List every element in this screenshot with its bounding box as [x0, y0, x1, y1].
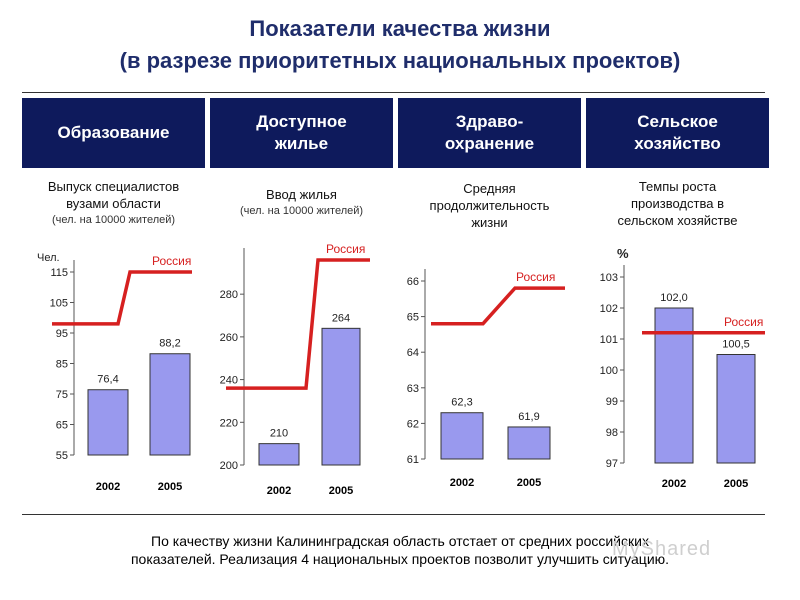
subtitle-healthcare-main: Средняя продолжительность жизни [429, 181, 550, 230]
chart-2-category-1: 2005 [517, 477, 541, 489]
chart-2-tick-label-4: 65 [407, 312, 419, 324]
chart-2-russia-line [431, 286, 565, 326]
chart-2-tick-label-5: 66 [407, 276, 419, 288]
chart-3-tick-label-2: 99 [606, 396, 618, 408]
chart-1-russia-label: Россия [326, 242, 365, 256]
chart-0-tick-label-0: 55 [56, 450, 68, 462]
top-divider [22, 92, 765, 93]
chart-1-russia-line [226, 258, 370, 390]
chart-2-bar-0 [440, 412, 484, 460]
chart-1-tick-label-1: 220 [220, 417, 238, 429]
chart-0-tick-label-2: 75 [56, 389, 68, 401]
chart-0-tick-label-1: 65 [56, 420, 68, 432]
chart-2-russia-label: Россия [516, 270, 555, 284]
chart-3-category-0: 2002 [662, 478, 686, 490]
chart-1-value-label-0: 210 [270, 428, 288, 440]
chart-0-russia-line [52, 270, 192, 326]
chart-3-y-label: % [617, 246, 629, 261]
chart-3-value-label-0: 102,0 [660, 292, 688, 304]
chart-3-tick-label-3: 100 [600, 365, 618, 377]
chart-0-category-0: 2002 [96, 481, 120, 493]
chart-3-tick-label-0: 97 [606, 458, 618, 470]
chart-0-bar-0 [87, 389, 129, 456]
chart-1-tick-label-0: 200 [220, 460, 238, 472]
footer-text: По качеству жизни Калининградская област… [130, 533, 670, 567]
watermark: MyShared [612, 538, 712, 560]
chart-3-russia-label: Россия [724, 315, 763, 329]
chart-0-tick-label-3: 85 [56, 359, 68, 371]
chart-2-value-label-1: 61,9 [518, 411, 539, 423]
subtitle-agriculture: Темпы роста производства в сельском хозя… [586, 178, 769, 229]
chart-3-tick-label-6: 103 [600, 272, 618, 284]
chart-0-russia-label: Россия [152, 254, 191, 268]
chart-2-category-0: 2002 [450, 477, 474, 489]
chart-3-tick-label-4: 101 [600, 334, 618, 346]
chart-1-tick-label-4: 280 [220, 289, 238, 301]
subtitle-education-unit: (чел. на 10000 жителей) [51, 214, 176, 226]
chart-0-value-label-1: 88,2 [159, 338, 180, 350]
chart-0-y-label: Чел. [37, 252, 60, 264]
chart-0-value-label-0: 76,4 [97, 374, 118, 386]
bottom-divider [22, 514, 765, 515]
tab-housing: Доступное жилье [210, 98, 393, 168]
chart-2-tick-label-3: 64 [407, 347, 419, 359]
chart-0-tick-label-5: 105 [50, 298, 68, 310]
subtitle-housing: Ввод жилья (чел. на 10000 жителей) [210, 186, 393, 220]
chart-0-tick-label-6: 115 [50, 267, 68, 279]
subtitle-education: Выпуск специалистов вузами области (чел.… [22, 178, 205, 229]
chart-3-tick-label-1: 98 [606, 427, 618, 439]
chart-1-bar-1 [321, 327, 361, 466]
chart-3-category-1: 2005 [724, 478, 748, 490]
subtitle-healthcare: Средняя продолжительность жизни [398, 180, 581, 231]
chart-0-category-1: 2005 [158, 481, 182, 493]
chart-3-value-label-1: 100,5 [722, 339, 750, 351]
tab-agriculture: Сельское хозяйство [586, 98, 769, 168]
chart-2-tick-label-1: 62 [407, 418, 419, 430]
chart-1-category-1: 2005 [329, 485, 353, 497]
subtitle-housing-main: Ввод жилья [266, 187, 337, 202]
tab-healthcare: Здраво- охранение [398, 98, 581, 168]
chart-2-value-label-0: 62,3 [451, 397, 472, 409]
chart-2-tick-label-0: 61 [407, 454, 419, 466]
subtitle-housing-unit: (чел. на 10000 жителей) [239, 205, 364, 217]
chart-2-bar-1 [507, 426, 551, 460]
chart-1-bar-0 [258, 443, 300, 466]
chart-1-tick-label-2: 240 [220, 375, 238, 387]
chart-3-tick-label-5: 102 [600, 303, 618, 315]
chart-0-bar-1 [149, 353, 191, 456]
tab-education: Образование [22, 98, 205, 168]
subtitle-education-main: Выпуск специалистов вузами области [47, 179, 180, 211]
chart-1-tick-label-3: 260 [220, 332, 238, 344]
chart-2-tick-label-2: 63 [407, 383, 419, 395]
chart-1-value-label-1: 264 [332, 312, 350, 324]
chart-0-tick-label-4: 95 [56, 328, 68, 340]
chart-3-bar-1 [716, 354, 756, 464]
chart-1-category-0: 2002 [267, 485, 291, 497]
subtitle-agriculture-main: Темпы роста производства в сельском хозя… [617, 179, 738, 228]
page-subtitle: (в разрезе приоритетных национальных про… [119, 48, 681, 73]
page-title: Показатели качества жизни [249, 16, 551, 41]
